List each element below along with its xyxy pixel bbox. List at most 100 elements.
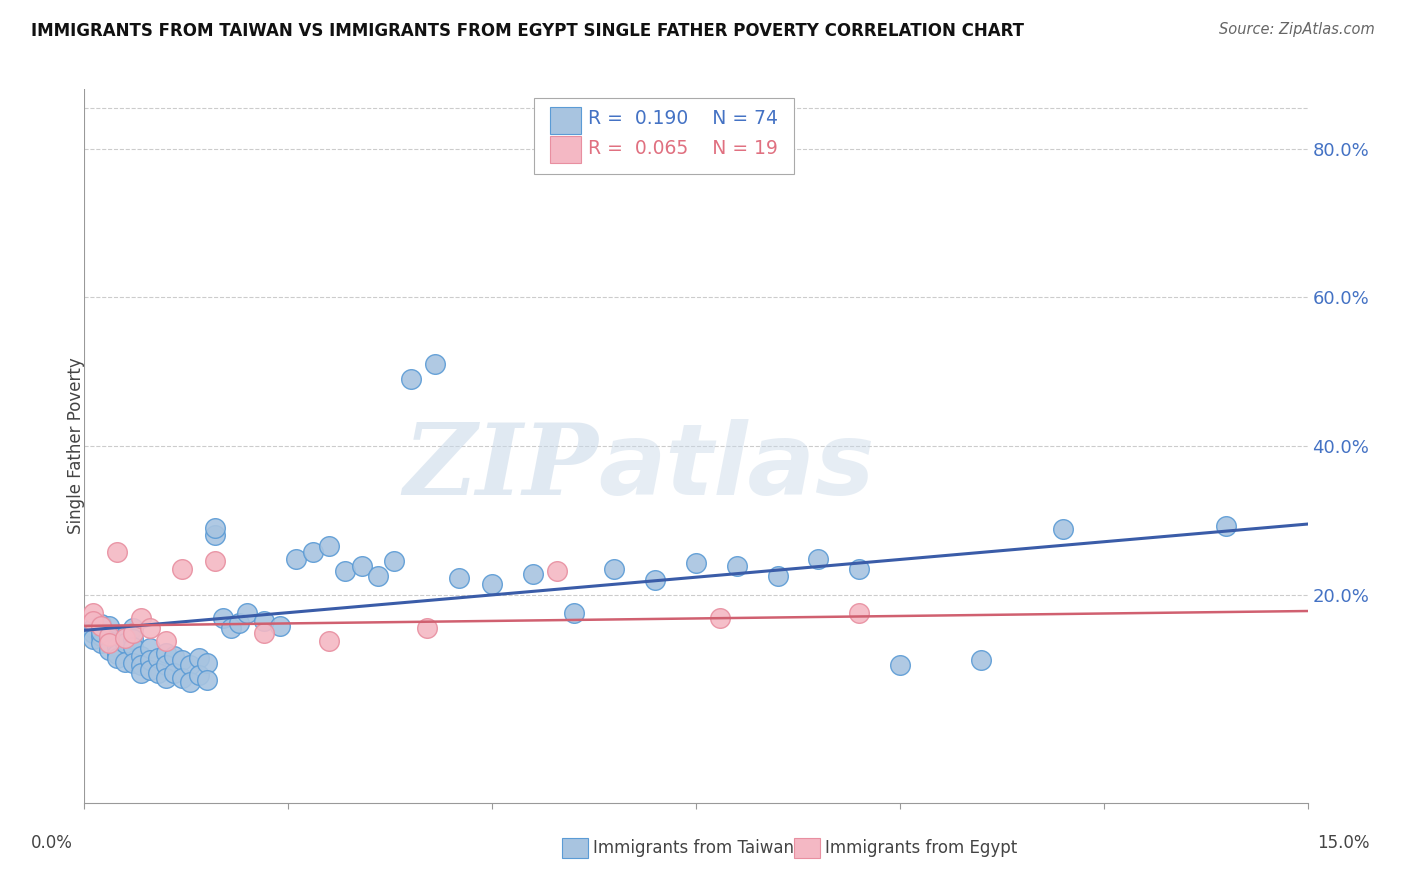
- Point: [204, 554, 226, 568]
- Point: [172, 562, 194, 576]
- Point: [82, 621, 104, 635]
- Point: [685, 557, 707, 571]
- Point: [889, 658, 911, 673]
- Point: [301, 544, 323, 558]
- Point: [122, 632, 145, 647]
- Point: [114, 636, 136, 650]
- Point: [155, 646, 177, 660]
- Point: [1215, 519, 1237, 533]
- Point: [382, 554, 405, 568]
- Text: ZIP: ZIP: [404, 419, 598, 516]
- Point: [970, 653, 993, 667]
- Point: [212, 611, 235, 625]
- Point: [187, 668, 209, 682]
- Point: [146, 651, 169, 665]
- Point: [172, 671, 194, 685]
- Point: [90, 624, 112, 639]
- Point: [146, 665, 169, 680]
- Point: [179, 675, 201, 690]
- Point: [318, 539, 340, 553]
- Point: [603, 562, 626, 576]
- Point: [416, 621, 439, 635]
- Point: [195, 673, 218, 687]
- Y-axis label: Single Father Poverty: Single Father Poverty: [67, 358, 84, 534]
- Point: [97, 636, 120, 650]
- Point: [195, 656, 218, 670]
- Point: [766, 569, 789, 583]
- Point: [90, 628, 112, 642]
- Point: [848, 562, 870, 576]
- Point: [131, 611, 153, 625]
- Point: [131, 658, 153, 673]
- Point: [253, 626, 276, 640]
- Text: 15.0%: 15.0%: [1317, 834, 1369, 852]
- Point: [155, 658, 177, 673]
- Point: [522, 566, 544, 581]
- Point: [423, 357, 446, 371]
- Text: IMMIGRANTS FROM TAIWAN VS IMMIGRANTS FROM EGYPT SINGLE FATHER POVERTY CORRELATIO: IMMIGRANTS FROM TAIWAN VS IMMIGRANTS FRO…: [31, 22, 1024, 40]
- Point: [97, 643, 120, 657]
- Point: [114, 631, 136, 645]
- Point: [105, 651, 128, 665]
- Point: [399, 372, 422, 386]
- Point: [90, 636, 112, 650]
- Point: [644, 573, 666, 587]
- Point: [285, 552, 308, 566]
- Point: [82, 626, 104, 640]
- Point: [82, 607, 104, 621]
- Point: [138, 664, 160, 678]
- Point: [204, 521, 226, 535]
- Point: [449, 571, 471, 585]
- Point: [122, 656, 145, 670]
- Point: [179, 658, 201, 673]
- Point: [138, 621, 160, 635]
- Point: [138, 641, 160, 656]
- Point: [138, 653, 160, 667]
- Point: [97, 628, 120, 642]
- Point: [807, 552, 830, 566]
- Point: [155, 671, 177, 685]
- Point: [725, 559, 748, 574]
- Point: [562, 607, 585, 621]
- Point: [163, 665, 186, 680]
- Point: [709, 611, 731, 625]
- Point: [350, 559, 373, 574]
- Text: atlas: atlas: [598, 419, 875, 516]
- Point: [269, 619, 291, 633]
- Text: 0.0%: 0.0%: [31, 834, 73, 852]
- Text: Immigrants from Egypt: Immigrants from Egypt: [825, 839, 1018, 857]
- Point: [122, 621, 145, 635]
- Point: [253, 614, 276, 628]
- Text: R =  0.065    N = 19: R = 0.065 N = 19: [588, 138, 778, 158]
- Point: [228, 615, 250, 630]
- Point: [90, 617, 112, 632]
- Point: [122, 640, 145, 654]
- Text: R =  0.190    N = 74: R = 0.190 N = 74: [588, 109, 778, 128]
- Point: [481, 576, 503, 591]
- Text: Source: ZipAtlas.com: Source: ZipAtlas.com: [1219, 22, 1375, 37]
- Point: [236, 607, 259, 621]
- Point: [318, 633, 340, 648]
- Point: [97, 631, 120, 645]
- Point: [114, 628, 136, 642]
- Point: [90, 619, 112, 633]
- Point: [97, 633, 120, 648]
- Point: [105, 544, 128, 558]
- Point: [82, 614, 104, 628]
- Point: [122, 626, 145, 640]
- Point: [335, 564, 357, 578]
- Point: [155, 633, 177, 648]
- Point: [82, 632, 104, 647]
- Point: [367, 569, 389, 583]
- Point: [848, 607, 870, 621]
- Point: [163, 648, 186, 663]
- Point: [131, 648, 153, 663]
- Point: [204, 528, 226, 542]
- Point: [105, 640, 128, 654]
- Point: [131, 665, 153, 680]
- Point: [219, 621, 242, 635]
- Point: [114, 655, 136, 669]
- Point: [1052, 522, 1074, 536]
- Text: Immigrants from Taiwan: Immigrants from Taiwan: [593, 839, 794, 857]
- Point: [172, 653, 194, 667]
